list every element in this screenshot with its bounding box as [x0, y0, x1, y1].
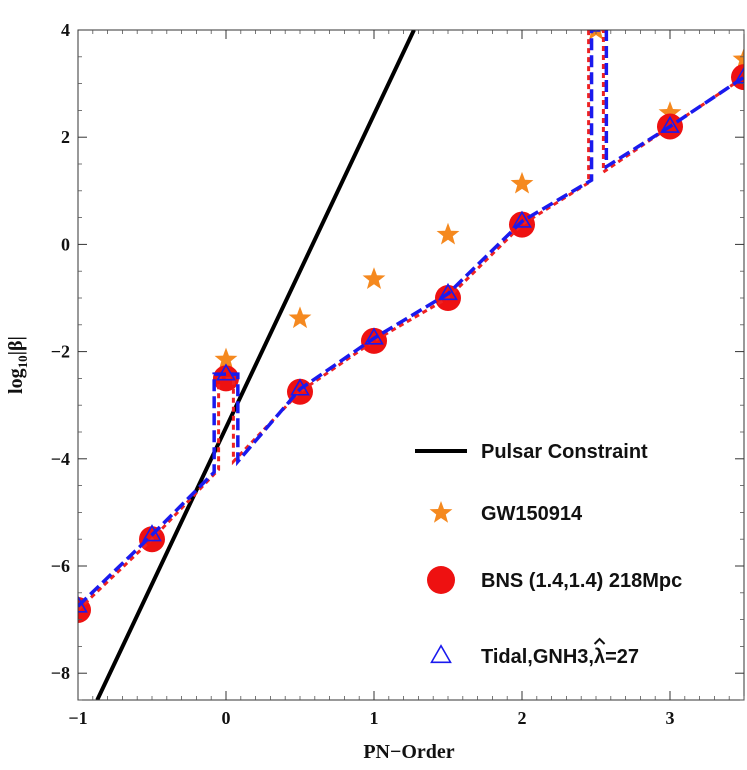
gw150914-point — [436, 222, 460, 245]
y-axis-title: log10|β| — [5, 336, 30, 394]
x-tick-label: 0 — [222, 708, 231, 728]
axis-ticks: −1 0 1 2 3 −8 −6 −4 −2 0 2 4 — [51, 20, 745, 728]
bns-dashed-curve — [78, 30, 744, 612]
y-tick-label: −4 — [51, 449, 70, 469]
tidal-point — [512, 210, 532, 228]
y-tick-label: 4 — [61, 20, 70, 40]
pulsar-constraint-line — [95, 30, 416, 700]
tidal-point — [78, 595, 88, 613]
gw150914-point — [588, 30, 604, 40]
legend-gw150914-marker — [429, 501, 453, 523]
gw150914-point — [214, 347, 238, 370]
gw150914-point — [288, 306, 312, 329]
legend-tidal-label: Tidal,GNH3,λ=27 — [481, 646, 639, 668]
plot-border — [77, 29, 745, 701]
tidal-point — [660, 115, 680, 133]
plot-area — [78, 30, 744, 700]
y-tick-label: −2 — [51, 342, 70, 362]
y-tick-label: 0 — [61, 234, 70, 254]
tidal-point — [438, 282, 458, 301]
x-axis-title: PN−Order — [363, 741, 454, 763]
y-tick-label: −8 — [51, 663, 70, 683]
tidal-point — [734, 66, 744, 84]
plot-frame — [77, 29, 745, 701]
x-tick-label: 1 — [370, 708, 379, 728]
legend-tidal-marker — [430, 644, 452, 664]
x-tick-label: −1 — [68, 708, 87, 728]
tidal-dashed-curve — [78, 30, 744, 608]
legend-bns-marker — [427, 566, 455, 594]
bns-point — [361, 327, 387, 354]
tidal-point — [142, 524, 162, 542]
legend: Pulsar Constraint GW150914 BNS (1.4,1.4) 2… — [415, 441, 682, 668]
tidal-point — [216, 363, 236, 381]
y-tick-label: 2 — [61, 127, 70, 147]
legend-lambda-hat — [593, 637, 606, 645]
x-tick-label: 3 — [666, 708, 675, 728]
legend-bns-label: BNS (1.4,1.4) 218Mpc — [481, 570, 682, 592]
legend-gw150914-label: GW150914 — [481, 503, 583, 525]
tidal-point — [290, 378, 310, 396]
gw150914-point — [362, 267, 386, 289]
legend-pulsar-label: Pulsar Constraint — [481, 441, 648, 463]
gw150914-point — [510, 171, 534, 194]
y-tick-label: −6 — [51, 556, 70, 576]
tidal-point — [364, 327, 384, 345]
x-tick-label: 2 — [518, 708, 527, 728]
gw150914-point — [732, 47, 744, 70]
gw150914-point — [658, 101, 682, 123]
